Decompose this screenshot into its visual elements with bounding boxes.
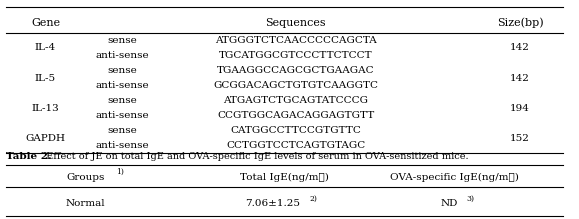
Text: GCGGACAGCTGTGTCAAGGTC: GCGGACAGCTGTGTCAAGGTC [213,81,378,90]
Text: Size(bp): Size(bp) [497,18,544,28]
Text: anti-sense: anti-sense [96,51,149,60]
Text: 1): 1) [116,168,124,176]
Text: Normal: Normal [65,199,105,208]
Text: sense: sense [107,36,137,45]
Text: IL-5: IL-5 [35,74,56,83]
Text: 152: 152 [510,134,530,143]
Text: TGCATGGCGTCCCTTCTCCT: TGCATGGCGTCCCTTCTCCT [219,51,372,60]
Text: ATGGGTCTCAACCCCCAGCTA: ATGGGTCTCAACCCCCAGCTA [215,36,376,45]
Text: Sequences: Sequences [265,18,326,28]
Text: 142: 142 [510,43,530,52]
Text: 7.06±1.25: 7.06±1.25 [245,199,301,208]
Text: GAPDH: GAPDH [25,134,65,143]
Text: ND: ND [441,199,458,208]
Text: 3): 3) [466,195,474,203]
Text: IL-13: IL-13 [32,104,60,113]
Text: CCTGGTCCTCAGTGTAGC: CCTGGTCCTCAGTGTAGC [226,141,365,150]
Text: anti-sense: anti-sense [96,81,149,90]
Text: 142: 142 [510,74,530,83]
Text: anti-sense: anti-sense [96,111,149,120]
Text: CCGTGGCAGACAGGAGTGTT: CCGTGGCAGACAGGAGTGTT [217,111,374,120]
Text: Groups: Groups [66,173,104,182]
Text: 2): 2) [310,195,318,203]
Text: sense: sense [107,66,137,75]
Text: CATGGCCTTCCGTGTTC: CATGGCCTTCCGTGTTC [230,126,361,135]
Text: ATGAGTCTGCAGTATCCCG: ATGAGTCTGCAGTATCCCG [223,96,368,105]
Text: Effect of JE on total IgE and OVA-specific IgE levels of serum in OVA-sensitized: Effect of JE on total IgE and OVA-specif… [43,152,468,161]
Text: anti-sense: anti-sense [96,141,149,150]
Text: Gene: Gene [31,18,60,28]
Text: Table 2.: Table 2. [6,152,52,161]
Text: TGAAGGCCAGCGCTGAAGAC: TGAAGGCCAGCGCTGAAGAC [217,66,375,75]
Text: IL-4: IL-4 [35,43,56,52]
Text: sense: sense [107,126,137,135]
Text: 194: 194 [510,104,530,113]
Text: OVA-specific IgE(ng/mℓ): OVA-specific IgE(ng/mℓ) [390,173,519,182]
Text: Total IgE(ng/mℓ): Total IgE(ng/mℓ) [240,173,329,182]
Text: sense: sense [107,96,137,105]
